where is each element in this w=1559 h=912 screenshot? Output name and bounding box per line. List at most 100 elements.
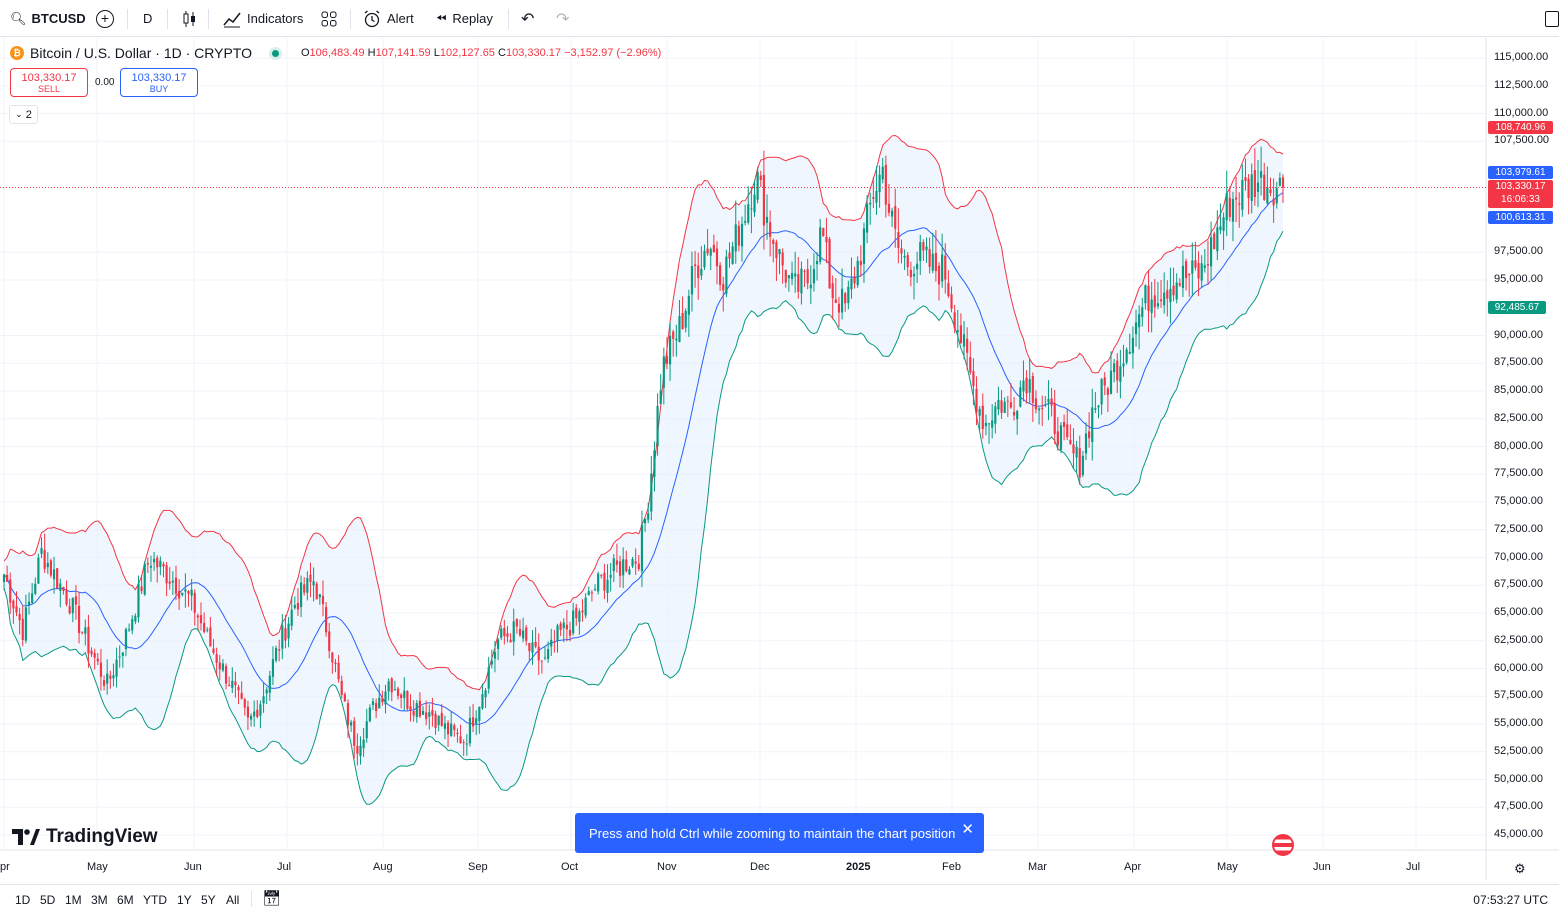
candle-body [715, 248, 719, 267]
candle-body [106, 673, 109, 684]
settings-gear-icon[interactable]: ⚙︎ [1514, 861, 1526, 876]
undo-button[interactable]: ↶ [521, 0, 534, 37]
candle-body [831, 283, 834, 299]
candle-body [1084, 433, 1088, 454]
range-ytd[interactable]: YTD [143, 893, 167, 907]
utc-clock[interactable]: 07:53:27 UTC [1473, 893, 1548, 907]
sell-button[interactable]: 103,330.17 SELL [10, 68, 88, 97]
price-tick-label: 67,500.00 [1494, 578, 1543, 591]
candle-body [293, 604, 296, 609]
candle-body [1144, 285, 1147, 304]
range-6m[interactable]: 6M [117, 893, 134, 907]
candle-body [459, 736, 462, 744]
compare-button[interactable]: + [96, 0, 114, 37]
symbol-search[interactable]: 🔍︎ BTCUSD [10, 0, 86, 37]
range-5y[interactable]: 5Y [201, 893, 216, 907]
redo-icon: ↷ [556, 10, 570, 28]
candle-body [246, 706, 250, 718]
candle-body [462, 742, 465, 744]
price-tick-label: 97,500.00 [1494, 245, 1543, 258]
candle-body [249, 715, 253, 720]
candle-body [127, 629, 131, 631]
candle-body [253, 711, 256, 717]
replay-button[interactable]: ⏪︎ Replay [436, 0, 493, 37]
price-chart[interactable] [0, 38, 1559, 881]
symbol-label: BTCUSD [31, 11, 86, 26]
candle-body [203, 622, 206, 633]
candle-body [256, 709, 259, 717]
symbol-title[interactable]: Bitcoin / U.S. Dollar · 1D · CRYPTO [30, 45, 252, 61]
candle-body [1181, 265, 1185, 289]
candle-body [903, 255, 906, 258]
goto-date-icon[interactable]: 📅︎ [262, 890, 282, 907]
bb-basis-line [3, 192, 1284, 725]
candle-body [1041, 407, 1044, 409]
candle-body [1097, 405, 1100, 408]
candle-body [340, 680, 343, 695]
candle-body [503, 628, 506, 637]
redo-button[interactable]: ↷ [556, 0, 569, 37]
candle-body [334, 662, 337, 665]
range-5d[interactable]: 5D [40, 893, 56, 907]
candle-body [343, 694, 346, 702]
candle-body [906, 255, 909, 268]
candle-body [872, 197, 875, 199]
templates-button[interactable] [321, 0, 337, 37]
range-1m[interactable]: 1M [65, 893, 82, 907]
candle-body [381, 698, 384, 703]
candle-body [224, 666, 228, 684]
candle-body [290, 609, 293, 626]
indicators-button[interactable]: Indicators [223, 0, 303, 37]
candle-body [1213, 233, 1216, 250]
candle-body [409, 706, 412, 711]
candle-body [1200, 263, 1203, 281]
candle-body [1100, 379, 1103, 405]
time-tick-label: Sep [468, 861, 488, 873]
events-badge[interactable] [1272, 834, 1294, 861]
candle-body [312, 581, 315, 586]
candle-body [1263, 174, 1266, 200]
divider [208, 9, 209, 29]
candle-body [825, 236, 828, 243]
fullscreen-button[interactable] [1545, 0, 1559, 37]
candle-body [712, 244, 715, 253]
candle-body [415, 703, 418, 718]
candle-body [572, 610, 575, 634]
candle-body [46, 562, 49, 568]
interval-button[interactable]: D [143, 0, 152, 37]
candle-body [1103, 377, 1106, 386]
price-tick-label: 60,000.00 [1494, 661, 1543, 674]
candle-body [628, 569, 631, 575]
candle-body [593, 588, 597, 590]
candle-body [6, 574, 9, 582]
candle-body [753, 194, 756, 213]
candle-body [303, 584, 306, 593]
market-open-icon [271, 49, 279, 57]
candle-body [634, 561, 637, 564]
candle-body [1153, 295, 1156, 308]
candle-body [218, 662, 221, 670]
range-all[interactable]: All [226, 893, 240, 907]
candle-body [884, 164, 887, 205]
candle-body [775, 242, 778, 259]
candle-body [787, 275, 791, 279]
tradingview-logo[interactable]: TradingView [12, 826, 158, 848]
candle-body [912, 273, 916, 277]
range-1y[interactable]: 1Y [177, 893, 192, 907]
candle-body [734, 224, 737, 252]
close-icon[interactable]: ✕ [961, 821, 974, 838]
range-3m[interactable]: 3M [91, 893, 108, 907]
candle-body [465, 743, 468, 745]
candle-body [631, 559, 634, 567]
candle-body [656, 405, 659, 447]
alert-button[interactable]: Alert [363, 0, 414, 37]
candle-body [750, 208, 753, 210]
buy-button[interactable]: 103,330.17 BUY [120, 68, 198, 97]
range-1d[interactable]: 1D [15, 893, 31, 907]
indicators-toggle[interactable]: ⌄ 2 [9, 105, 38, 124]
candle-body [1206, 264, 1210, 266]
candle-body [259, 704, 262, 716]
candle-body [1109, 370, 1113, 394]
chart-type-button[interactable] [182, 0, 198, 37]
candle-body [822, 228, 825, 237]
